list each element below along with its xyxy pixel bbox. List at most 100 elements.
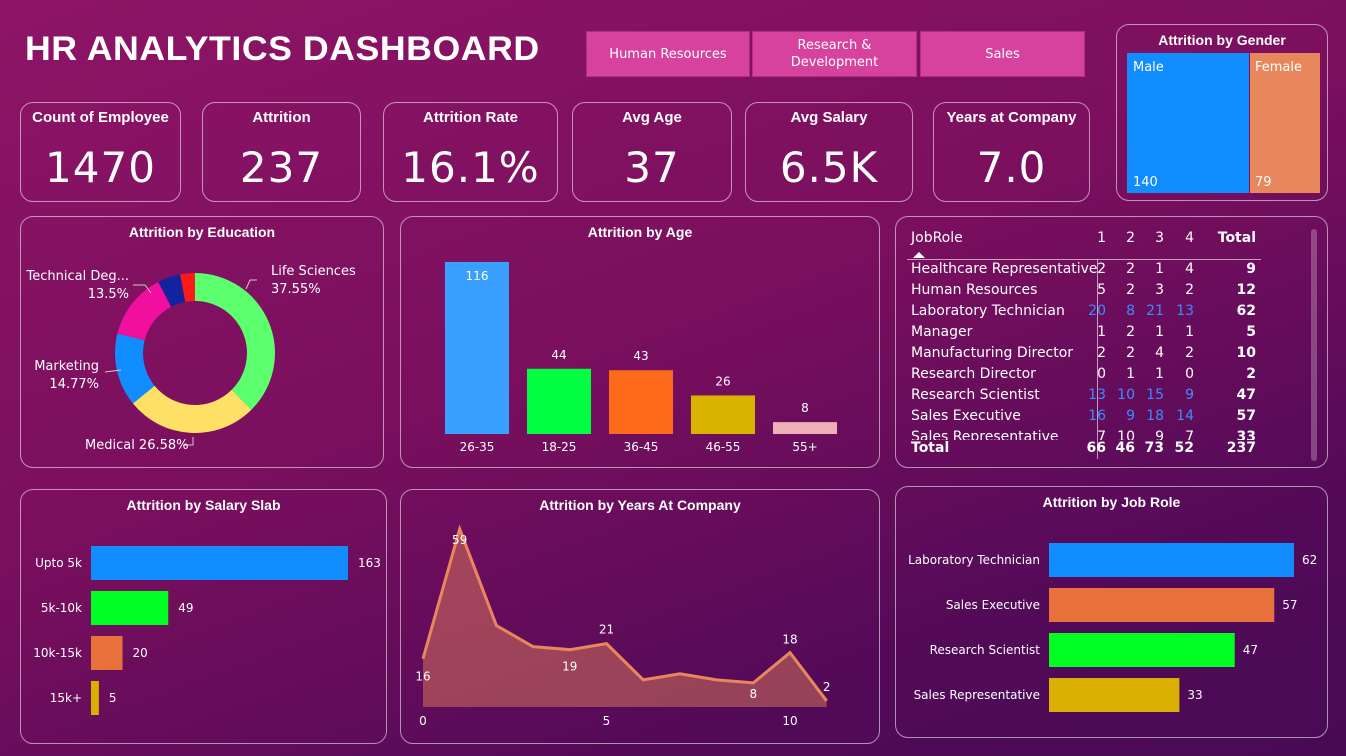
area-fill[interactable] <box>423 529 827 707</box>
kpi-value: 1470 <box>45 143 156 192</box>
donut-slice-technical-degree[interactable] <box>117 281 172 341</box>
filter-button-human-resources[interactable]: Human Resources <box>586 31 750 77</box>
donut-slice-5[interactable] <box>180 273 195 302</box>
table-row[interactable]: Research Scientist 13 10 15 9 47 <box>911 387 1271 408</box>
header-divider <box>907 259 1261 260</box>
kpi-label: Years at Company <box>946 109 1077 126</box>
bar-15k-[interactable] <box>91 681 99 715</box>
category-label: Laboratory Technician <box>908 553 1040 567</box>
kpi-avg-age: Avg Age 37 <box>572 102 732 202</box>
kpi-value: 237 <box>239 143 324 192</box>
cell: 52 <box>1174 440 1194 456</box>
kpi-label: Attrition <box>252 109 311 126</box>
table-row[interactable]: Sales Representative 7 10 9 7 33 <box>911 429 1271 440</box>
kpi-label: Avg Age <box>622 109 682 126</box>
table-row[interactable]: Manager 1 2 1 1 5 <box>911 324 1271 345</box>
table-row[interactable]: Research Director 0 1 1 0 2 <box>911 366 1271 387</box>
data-label: 57 <box>1282 598 1297 612</box>
filter-button-sales[interactable]: Sales <box>920 31 1085 77</box>
data-label: 49 <box>178 601 193 615</box>
table-row[interactable]: Sales Executive 16 9 18 14 57 <box>911 408 1271 429</box>
treemap-female[interactable]: Female 79 <box>1250 53 1320 193</box>
table-row[interactable]: Manufacturing Director 2 2 4 2 10 <box>911 345 1271 366</box>
cell: 9 <box>1155 429 1164 440</box>
kpi-value: 37 <box>624 143 680 192</box>
data-label: 19 <box>562 660 577 674</box>
bar-26-35[interactable] <box>445 262 509 434</box>
bar-laboratory-technician[interactable] <box>1049 543 1294 577</box>
kpi-label: Count of Employee <box>32 109 169 126</box>
column-divider <box>1097 259 1098 459</box>
cell: 57 <box>1236 408 1256 424</box>
bar-sales-executive[interactable] <box>1049 588 1275 622</box>
cell: 2 <box>1126 324 1135 340</box>
bar-36-45[interactable] <box>609 370 673 434</box>
cell: 33 <box>1236 429 1256 440</box>
kpi-value: 6.5K <box>779 143 879 192</box>
row-label: Manufacturing Director <box>911 345 1074 361</box>
table-total-row[interactable]: Total 66 46 73 52 237 <box>911 440 1271 461</box>
donut-slice-4[interactable] <box>158 274 186 307</box>
cell: 5 <box>1097 282 1106 298</box>
tick-label: 55+ <box>792 440 817 454</box>
treemap-male[interactable]: Male 140 <box>1127 53 1249 193</box>
cell: 2 <box>1126 261 1135 277</box>
jobrole-matrix-card: JobRole 1 2 3 4 Total Healthcare Representativ… <box>895 216 1328 468</box>
bar-18-25[interactable] <box>527 368 591 434</box>
cell: 10 <box>1117 387 1135 403</box>
table-row[interactable]: Healthcare Representative 2 2 1 4 9 <box>911 261 1271 282</box>
kpi-label: Attrition Rate <box>423 109 518 126</box>
bar-5k-10k[interactable] <box>91 591 169 625</box>
cell: 47 <box>1236 387 1256 403</box>
cell: 10 <box>1117 429 1135 440</box>
area-line[interactable] <box>421 524 828 702</box>
data-label: 5 <box>109 691 117 705</box>
table-header[interactable]: JobRole 1 2 3 4 Total <box>911 230 1271 251</box>
donut-slice-medical[interactable] <box>132 385 252 433</box>
donut-slice-marketing[interactable] <box>115 333 155 404</box>
category-label: Research Scientist <box>930 643 1041 657</box>
cell: 9 <box>1246 261 1256 277</box>
data-label: 47 <box>1243 643 1258 657</box>
cell: 5 <box>1246 324 1256 340</box>
cell: 2 <box>1185 345 1194 361</box>
cell: 0 <box>1097 366 1106 382</box>
data-label: 21 <box>599 623 614 637</box>
sort-ascending-icon[interactable] <box>913 252 925 258</box>
kpi-avg-salary: Avg Salary 6.5K <box>745 102 913 202</box>
bar-10k-15k[interactable] <box>91 636 123 670</box>
donut-slice-life-sciences[interactable] <box>195 273 275 410</box>
gender-title: Attrition by Gender <box>1158 32 1286 48</box>
filter-button-research-development[interactable]: Research & Development <box>752 31 917 77</box>
data-label: 116 <box>466 269 489 283</box>
category-label: Sales Representative <box>914 688 1040 702</box>
cell: 16 <box>1088 408 1106 424</box>
category-label: Sales Executive <box>946 598 1040 612</box>
kpi-attrition-rate: Attrition Rate 16.1% <box>383 102 558 202</box>
pct-life-sciences: 37.55% <box>271 282 321 297</box>
row-label: Human Resources <box>911 282 1038 298</box>
bar-research-scientist[interactable] <box>1049 633 1235 667</box>
bar-upto-5k[interactable] <box>91 546 348 580</box>
data-label: 26 <box>715 374 730 388</box>
cell: 0 <box>1185 366 1194 382</box>
bar-55-[interactable] <box>773 422 837 434</box>
data-label: 8 <box>801 401 809 415</box>
bar-46-55[interactable] <box>691 395 755 434</box>
chart-title: Attrition by Age <box>587 224 693 240</box>
cell: 2 <box>1126 282 1135 298</box>
age-bar-chart: 116 26-35 44 18-25 43 36-45 26 46-55 8 55+ <box>445 262 837 454</box>
kpi-value: 16.1% <box>401 143 540 192</box>
cell: 7 <box>1097 429 1106 440</box>
row-label: Research Scientist <box>911 387 1040 403</box>
chart-title: Attrition by Salary Slab <box>126 497 281 513</box>
cell: 9 <box>1185 387 1194 403</box>
cell: 8 <box>1126 303 1135 319</box>
table-row[interactable]: Human Resources 5 2 3 2 12 <box>911 282 1271 303</box>
table-scrollbar[interactable] <box>1311 229 1317 461</box>
cell: 20 <box>1088 303 1106 319</box>
cell: 2 <box>1097 345 1106 361</box>
bar-sales-representative[interactable] <box>1049 678 1180 712</box>
table-row[interactable]: Laboratory Technician 20 8 21 13 62 <box>911 303 1271 324</box>
data-label: 33 <box>1187 688 1202 702</box>
